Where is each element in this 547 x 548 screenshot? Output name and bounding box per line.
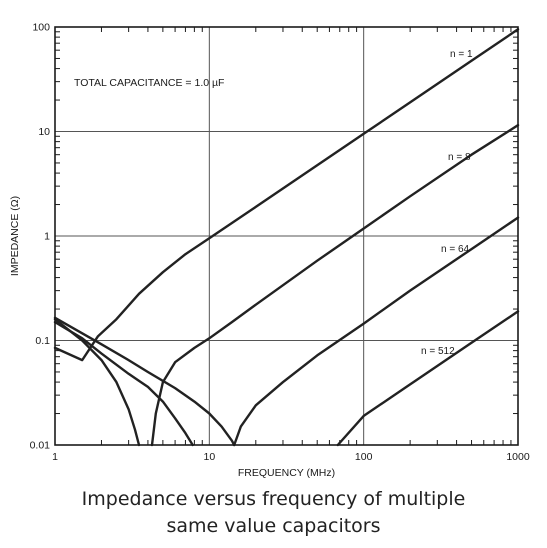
series-line-5 [53,318,141,447]
plot-frame [54,26,519,446]
series-label-3: n = 64 [441,244,470,255]
y-tick-label: 100 [32,22,50,34]
series-label-2: n = 8 [448,152,471,163]
y-tick-label: 0.1 [35,335,50,347]
series-line-1 [53,28,520,362]
y-axis-label: IMPEDANCE (Ω) [9,196,21,276]
series-group [53,28,520,447]
x-tick-label: 1 [52,451,58,463]
x-tick-label: 1000 [506,451,530,463]
series-label-4: n = 512 [421,346,455,357]
series-label-1: n = 1 [450,49,473,60]
total-capacitance-annotation: TOTAL CAPACITANCE = 1.0 µF [74,77,224,89]
y-tick-label: 1 [44,231,50,243]
y-tick-label: 10 [38,126,50,138]
x-axis-label: FREQUENCY (MHz) [238,467,335,479]
caption-line-1: Impedance versus frequency of multiple [81,488,466,510]
series-labels: n = 1 n = 8 n = 64 n = 512 [421,49,473,357]
series-line-6 [53,320,194,447]
series-line-7 [53,316,236,447]
caption-line-2: same value capacitors [166,515,381,537]
minor-ticks [55,27,518,445]
x-tick-label: 10 [203,451,215,463]
series-line-4 [336,310,520,447]
figure-caption: Impedance versus frequency of multiple s… [0,486,547,540]
impedance-chart: 1 10 100 1000 0.01 0.1 1 10 100 TOTAL CAPACITANC… [9,22,530,480]
series-line-3 [233,216,520,447]
y-tick-label: 0.01 [30,440,51,452]
tick-labels: 1 10 100 1000 0.01 0.1 1 10 100 [30,22,530,464]
x-tick-label: 100 [355,451,373,463]
